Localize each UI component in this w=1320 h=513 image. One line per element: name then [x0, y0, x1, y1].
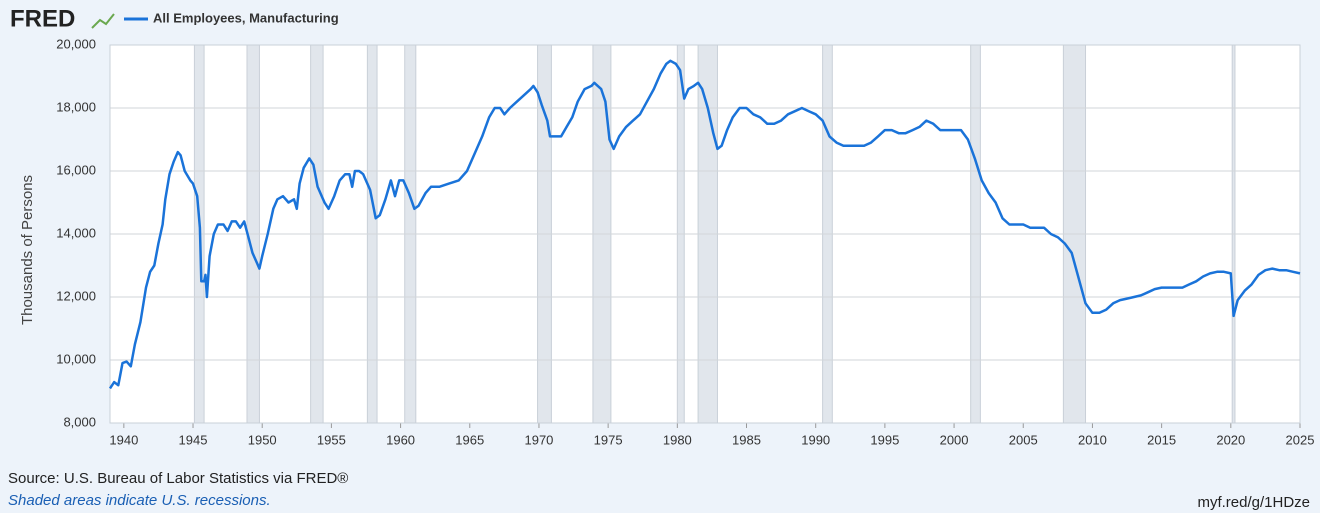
x-tick-label: 1975: [594, 432, 623, 447]
x-tick-label: 1990: [801, 432, 830, 447]
y-axis-label: Thousands of Persons: [19, 175, 36, 325]
y-tick-label: 14,000: [56, 225, 96, 240]
logo: FRED: [10, 5, 75, 32]
logo-icon: [91, 13, 115, 29]
x-tick-label: 1970: [524, 432, 553, 447]
link[interactable]: myf.red/g/1HDze: [1197, 494, 1310, 511]
x-tick-label: 2020: [1216, 432, 1245, 447]
chart: FRED Thousands of Persons 8,000 10,000 12,…: [10, 5, 1315, 447]
y-tick-label: 10,000: [56, 351, 96, 366]
y-tick-label: 8,000: [63, 414, 96, 429]
y-tick-label: 16,000: [56, 162, 96, 177]
x-tick-label: 2025: [1286, 432, 1315, 447]
x-tick-label: 1965: [455, 432, 484, 447]
note: Shaded areas indicate U.S. recessions.: [8, 492, 271, 509]
plot-border: [109, 44, 1301, 424]
x-tick-label: 1940: [109, 432, 138, 447]
y-tick-label: 12,000: [56, 288, 96, 303]
x-tick-label: 1960: [386, 432, 415, 447]
y-tick-label: 20,000: [56, 36, 96, 51]
x-tick-label: 1985: [732, 432, 761, 447]
x-tick-label: 2000: [940, 432, 969, 447]
x-tick-label: 1980: [663, 432, 692, 447]
x-tick-label: 2010: [1078, 432, 1107, 447]
x-tick-label: 1955: [317, 432, 346, 447]
x-tick-label: 1945: [179, 432, 208, 447]
legend-label: All Employees, Manufacturing: [153, 10, 339, 25]
x-tick-label: 2005: [1009, 432, 1038, 447]
source: Source: U.S. Bureau of Labor Statistics …: [8, 470, 349, 487]
y-tick-label: 18,000: [56, 99, 96, 114]
x-tick-label: 2015: [1147, 432, 1176, 447]
x-tick-label: 1995: [870, 432, 899, 447]
x-tick-label: 1950: [248, 432, 277, 447]
line: [108, 59, 1301, 390]
